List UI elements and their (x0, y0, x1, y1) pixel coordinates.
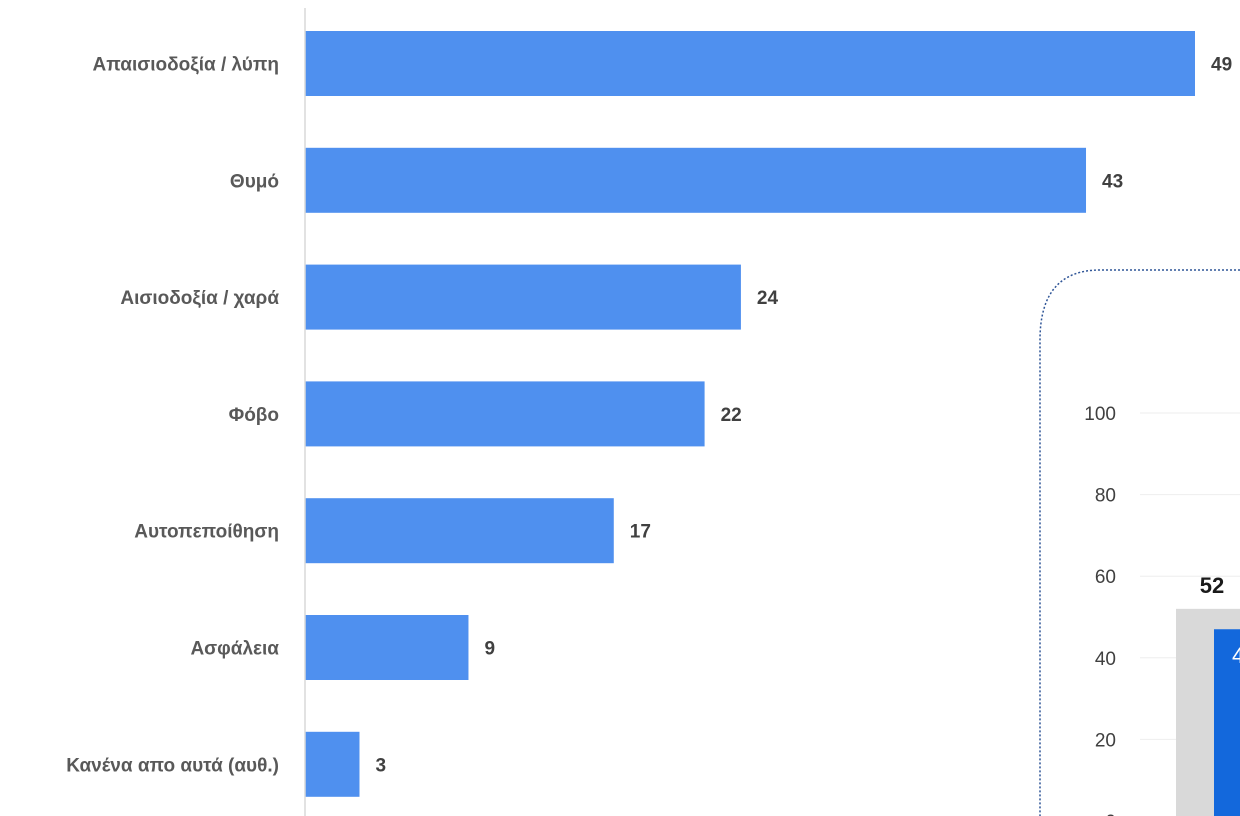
bar-cat-4 (305, 498, 614, 564)
y-tick-label-80: 80 (1095, 486, 1116, 507)
inset-y-axis-ticks: 100 80 60 40 20 0 (1084, 404, 1116, 816)
inset-bar-blue (1214, 629, 1240, 816)
value-label-cat-2: 24 (757, 288, 779, 309)
value-label-cat-1: 43 (1102, 171, 1123, 192)
y-tick-label-0: 0 (1105, 812, 1116, 816)
category-label-cat-2: Αισιοδοξία / χαρά (120, 288, 279, 309)
inset-value-label-gray: 52 (1200, 573, 1224, 598)
value-label-cat-4: 17 (630, 522, 651, 543)
category-label-cat-6: Κανένα απο αυτά (αυθ.) (66, 755, 279, 776)
y-tick-label-100: 100 (1084, 404, 1116, 425)
category-label-cat-5: Ασφάλεια (190, 639, 279, 660)
inset-panel-border (1039, 269, 1240, 816)
bar-cat-1 (305, 147, 1087, 213)
category-label-cat-1: Θυμό (230, 171, 279, 192)
y-tick-label-40: 40 (1095, 649, 1116, 670)
inset-value-label-blue: 4 (1232, 643, 1240, 668)
value-label-cat-3: 22 (721, 405, 742, 426)
bar-cat-0 (305, 31, 1195, 96)
bar-cat-3 (305, 381, 705, 447)
bars-group: Απαισιοδοξία / λύπη 49 Θυμό 43 Αισιοδοξία / … (66, 31, 1232, 797)
bar-cat-6 (305, 731, 360, 797)
category-label-cat-0: Απαισιοδοξία / λύπη (93, 55, 279, 76)
value-label-cat-0: 49 (1211, 55, 1232, 76)
inset-bars-group: 52 4 (1176, 573, 1240, 816)
category-label-cat-3: Φόβο (229, 405, 279, 426)
bar-cat-2 (305, 264, 741, 330)
bar-cat-5 (305, 615, 469, 680)
value-label-cat-6: 3 (375, 755, 386, 776)
y-tick-label-60: 60 (1095, 567, 1116, 588)
category-label-cat-4: Αυτοπεποίθηση (134, 522, 279, 543)
y-tick-label-20: 20 (1095, 730, 1116, 751)
value-label-cat-5: 9 (484, 639, 495, 660)
